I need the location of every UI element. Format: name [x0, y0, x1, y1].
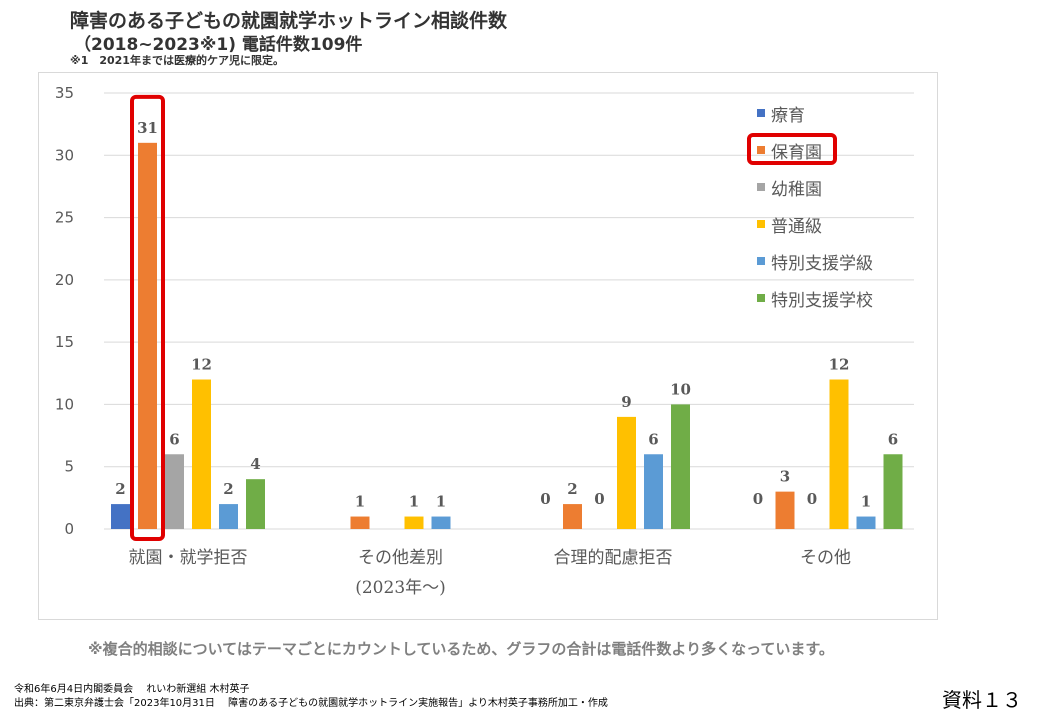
chart-footnote: ※複合的相談についてはテーマごとにカウントしているため、グラフの合計は電話件数よ…	[88, 640, 834, 658]
y-tick-label: 5	[64, 458, 74, 476]
legend-swatch	[757, 294, 765, 302]
data-label: 2	[223, 480, 233, 498]
chart-area: 0 5 10 15 20 25 30 35 2 31 1 2 3 6 12 1 9 12 2 1 6 1 4 10 6 0 0 0 0 就…	[38, 72, 938, 620]
footer-line-1: 令和6年6月4日内閣委員会 れいわ新選組 木村英子	[14, 684, 250, 695]
legend-label: 特別支援学級	[771, 254, 873, 274]
data-label: 4	[250, 455, 260, 473]
legend-label: 幼稚園	[771, 180, 822, 200]
data-label: 0	[807, 490, 817, 508]
document-label: 資料１３	[942, 688, 1022, 712]
x-category-label: 合理的配慮拒否	[554, 548, 673, 568]
data-label: 0	[540, 490, 550, 508]
data-label: 6	[648, 430, 658, 448]
bar	[431, 516, 451, 529]
legend-swatch	[757, 220, 765, 228]
y-tick-label: 0	[64, 520, 74, 538]
bar	[350, 516, 370, 529]
chart-title: 障害のある子どもの就園就学ホットライン相談件数	[70, 10, 508, 32]
bar	[883, 454, 903, 529]
data-label: 2	[567, 480, 577, 498]
footer-line-2: 出典：第二東京弁護士会「2023年10月31日 障害のある子どもの就園就学ホット…	[14, 698, 608, 709]
y-tick-label: 25	[55, 209, 74, 227]
bar	[856, 516, 876, 529]
bar	[219, 504, 238, 529]
bar	[829, 379, 849, 529]
legend-label: 普通級	[771, 217, 822, 237]
y-tick-label: 20	[55, 271, 74, 289]
x-category-label: その他	[800, 548, 851, 568]
data-label: 0	[753, 490, 763, 508]
data-label: 1	[409, 493, 419, 511]
legend-swatch	[757, 183, 765, 191]
bar	[246, 479, 265, 529]
legend-swatch	[757, 146, 765, 154]
bar	[617, 416, 636, 529]
data-label: 6	[888, 430, 898, 448]
chart-subtitle: （2018~2023※1) 電話件数109件	[74, 35, 363, 55]
y-tick-label: 35	[55, 84, 74, 102]
x-category-sublabel: (2023年〜)	[355, 578, 446, 598]
data-label: 1	[861, 493, 871, 511]
highlight-box-bar	[130, 94, 165, 541]
bar	[192, 379, 211, 529]
bar	[111, 504, 130, 529]
legend-label: 保育園	[771, 143, 822, 163]
bar	[404, 516, 424, 529]
data-label: 3	[780, 468, 790, 486]
x-category-label: 就園・就学拒否	[129, 548, 248, 568]
data-label: 12	[191, 356, 212, 374]
bar	[563, 504, 582, 529]
highlight-box-legend	[747, 133, 837, 165]
y-tick-label: 10	[55, 395, 74, 413]
top-note: ※1 2021年までは医療的ケア児に限定。	[70, 54, 284, 67]
bar	[775, 491, 795, 529]
bar	[138, 142, 157, 529]
data-label: 6	[169, 430, 179, 448]
bar	[644, 454, 663, 529]
legend-swatch	[757, 257, 765, 265]
data-label: 9	[621, 393, 631, 411]
bar	[671, 404, 690, 529]
data-label: 31	[137, 119, 158, 137]
y-tick-label: 15	[55, 333, 74, 351]
legend-label: 特別支援学校	[771, 291, 873, 311]
data-label: 1	[355, 493, 365, 511]
data-label: 0	[594, 490, 604, 508]
data-label: 12	[829, 356, 850, 374]
x-category-label: その他差別	[358, 548, 443, 568]
data-label: 1	[436, 493, 446, 511]
bar	[165, 454, 184, 529]
legend-label: 療育	[771, 106, 805, 126]
data-label: 10	[670, 380, 691, 398]
legend-swatch	[757, 109, 765, 117]
data-label: 2	[115, 480, 125, 498]
y-tick-label: 30	[55, 146, 74, 164]
